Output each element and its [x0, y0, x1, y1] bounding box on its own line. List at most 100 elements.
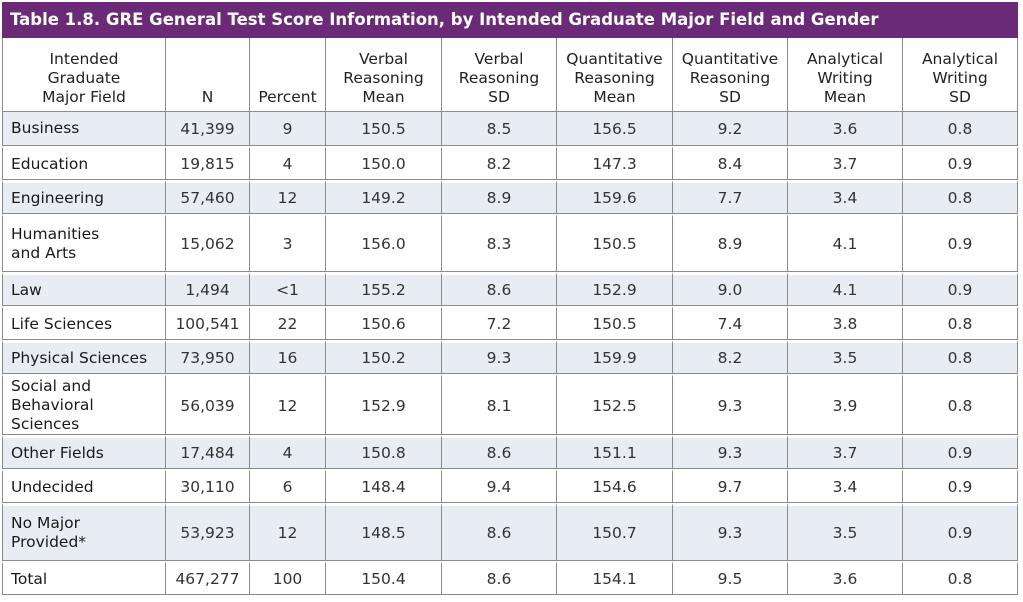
table-body: Business 41,399 9 150.5 8.5 156.5 9.2 3.6 0.8 Edu… — [2, 112, 1018, 595]
cell-writing-sd: 0.9 — [903, 272, 1018, 306]
cell-verbal-mean: 152.9 — [326, 374, 442, 435]
cell-writing-mean: 3.5 — [788, 503, 903, 561]
cell-percent: 9 — [250, 112, 326, 146]
cell-writing-sd: 0.8 — [903, 112, 1018, 146]
table-row: Physical Sciences 73,950 16 150.2 9.3 159.9 8.… — [2, 340, 1018, 374]
cell-verbal-mean: 148.5 — [326, 503, 442, 561]
cell-major-field: Other Fields — [2, 435, 166, 469]
cell-major-field: Law — [2, 272, 166, 306]
cell-writing-mean: 3.7 — [788, 146, 903, 180]
cell-verbal-mean: 149.2 — [326, 180, 442, 214]
cell-writing-sd: 0.8 — [903, 306, 1018, 340]
table-row: No Major Provided* 53,923 12 148.5 8.6 150.7 9… — [2, 503, 1018, 561]
cell-n: 1,494 — [166, 272, 250, 306]
cell-n: 100,541 — [166, 306, 250, 340]
table-row: Total 467,277 100 150.4 8.6 154.1 9.5 3.6 0.8 — [2, 561, 1018, 595]
header-verbal-mean: Verbal Reasoning Mean — [326, 38, 442, 112]
header-percent: Percent — [250, 38, 326, 112]
table-title: Table 1.8. GRE General Test Score Inform… — [2, 2, 1018, 38]
cell-writing-mean: 4.1 — [788, 214, 903, 272]
cell-n: 17,484 — [166, 435, 250, 469]
cell-n: 467,277 — [166, 561, 250, 595]
header-n: N — [166, 38, 250, 112]
table-row: Other Fields 17,484 4 150.8 8.6 151.1 9.3 3.7 0.… — [2, 435, 1018, 469]
cell-quant-mean: 152.5 — [557, 374, 673, 435]
cell-quant-mean: 159.9 — [557, 340, 673, 374]
cell-quant-sd: 9.2 — [673, 112, 788, 146]
cell-writing-sd: 0.9 — [903, 503, 1018, 561]
cell-quant-sd: 9.3 — [673, 374, 788, 435]
table-row: Humanities and Arts 15,062 3 156.0 8.3 150.5 8… — [2, 214, 1018, 272]
cell-n: 19,815 — [166, 146, 250, 180]
cell-verbal-mean: 155.2 — [326, 272, 442, 306]
cell-n: 57,460 — [166, 180, 250, 214]
cell-quant-sd: 9.7 — [673, 469, 788, 503]
cell-n: 41,399 — [166, 112, 250, 146]
cell-writing-sd: 0.8 — [903, 180, 1018, 214]
cell-quant-mean: 154.1 — [557, 561, 673, 595]
cell-major-field: Business — [2, 112, 166, 146]
cell-quant-sd: 9.0 — [673, 272, 788, 306]
cell-quant-sd: 8.4 — [673, 146, 788, 180]
table-row: Engineering 57,460 12 149.2 8.9 159.6 7.7 3.4 0.… — [2, 180, 1018, 214]
cell-major-field: Education — [2, 146, 166, 180]
cell-verbal-mean: 150.6 — [326, 306, 442, 340]
cell-writing-sd: 0.8 — [903, 340, 1018, 374]
cell-percent: 3 — [250, 214, 326, 272]
cell-percent: 100 — [250, 561, 326, 595]
cell-quant-mean: 159.6 — [557, 180, 673, 214]
header-row: Intended Graduate Major Field N Percent … — [2, 38, 1018, 112]
header-major-field: Intended Graduate Major Field — [2, 38, 166, 112]
cell-percent: 4 — [250, 146, 326, 180]
cell-writing-mean: 4.1 — [788, 272, 903, 306]
table-row: Education 19,815 4 150.0 8.2 147.3 8.4 3.7 0.9 — [2, 146, 1018, 180]
cell-verbal-sd: 8.2 — [442, 146, 557, 180]
table-row: Undecided 30,110 6 148.4 9.4 154.6 9.7 3.4 0.9 — [2, 469, 1018, 503]
cell-writing-mean: 3.5 — [788, 340, 903, 374]
cell-percent: 12 — [250, 503, 326, 561]
cell-percent: 12 — [250, 374, 326, 435]
cell-major-field: Undecided — [2, 469, 166, 503]
table-row: Business 41,399 9 150.5 8.5 156.5 9.2 3.6 0.8 — [2, 112, 1018, 146]
cell-quant-sd: 7.4 — [673, 306, 788, 340]
cell-major-field: Physical Sciences — [2, 340, 166, 374]
cell-quant-mean: 152.9 — [557, 272, 673, 306]
cell-writing-mean: 3.6 — [788, 112, 903, 146]
cell-quant-sd: 8.2 — [673, 340, 788, 374]
cell-verbal-sd: 8.1 — [442, 374, 557, 435]
cell-n: 53,923 — [166, 503, 250, 561]
cell-n: 30,110 — [166, 469, 250, 503]
cell-percent: 4 — [250, 435, 326, 469]
cell-percent: 22 — [250, 306, 326, 340]
cell-percent: 12 — [250, 180, 326, 214]
cell-verbal-sd: 8.6 — [442, 503, 557, 561]
header-quant-sd: Quantitative Reasoning SD — [673, 38, 788, 112]
cell-quant-mean: 147.3 — [557, 146, 673, 180]
cell-n: 73,950 — [166, 340, 250, 374]
cell-writing-mean: 3.9 — [788, 374, 903, 435]
cell-percent: <1 — [250, 272, 326, 306]
cell-n: 15,062 — [166, 214, 250, 272]
cell-verbal-sd: 8.5 — [442, 112, 557, 146]
cell-writing-sd: 0.9 — [903, 146, 1018, 180]
cell-quant-mean: 150.5 — [557, 214, 673, 272]
cell-verbal-sd: 7.2 — [442, 306, 557, 340]
cell-writing-mean: 3.4 — [788, 469, 903, 503]
header-verbal-sd: Verbal Reasoning SD — [442, 38, 557, 112]
cell-quant-sd: 8.9 — [673, 214, 788, 272]
cell-n: 56,039 — [166, 374, 250, 435]
cell-verbal-sd: 8.6 — [442, 561, 557, 595]
cell-writing-sd: 0.9 — [903, 214, 1018, 272]
cell-verbal-mean: 150.5 — [326, 112, 442, 146]
cell-writing-mean: 3.8 — [788, 306, 903, 340]
cell-writing-sd: 0.9 — [903, 435, 1018, 469]
cell-writing-sd: 0.8 — [903, 561, 1018, 595]
cell-major-field: Social and Behavioral Sciences — [2, 374, 166, 435]
cell-verbal-mean: 150.4 — [326, 561, 442, 595]
cell-percent: 16 — [250, 340, 326, 374]
cell-quant-sd: 9.5 — [673, 561, 788, 595]
cell-major-field: Total — [2, 561, 166, 595]
cell-verbal-sd: 9.4 — [442, 469, 557, 503]
cell-verbal-mean: 150.8 — [326, 435, 442, 469]
cell-quant-mean: 150.5 — [557, 306, 673, 340]
